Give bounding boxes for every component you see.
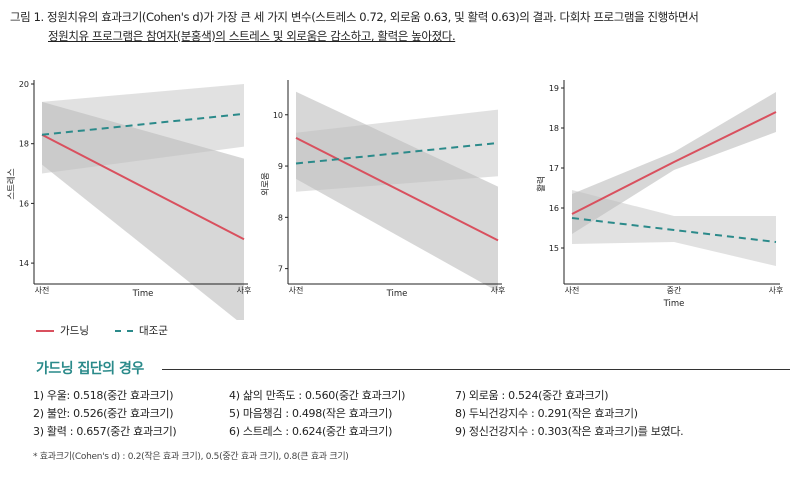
y-axis-title: 활력 bbox=[536, 176, 547, 192]
section-title: 가드닝 집단의 경우 bbox=[36, 361, 144, 377]
series-line-garden bbox=[41, 133, 245, 241]
y-tick-label: 19 bbox=[549, 84, 559, 93]
ci-band-garden bbox=[296, 91, 498, 292]
y-tick-label: 18 bbox=[19, 140, 29, 149]
y-axis-title: 외로움 bbox=[260, 172, 271, 196]
caption-line-1: 그림 1. 정원치유의 효과크기(Cohen's d)가 가장 큰 세 가지 변… bbox=[10, 10, 699, 24]
effect-item: 9) 정신건강지수 : 0.303(작은 효과크기)를 보였다. bbox=[455, 425, 684, 438]
legend: 가드닝 대조군 bbox=[36, 323, 194, 338]
x-tick-label: 사후 bbox=[237, 286, 252, 295]
ci-band-control bbox=[296, 109, 498, 192]
series-line-control bbox=[41, 112, 245, 136]
chart-panel-1: 14 16 18 20 사전 사후 Time 스트레스 bbox=[7, 80, 251, 320]
y-tick-label: 18 bbox=[549, 124, 559, 133]
series-line-control bbox=[295, 141, 499, 165]
ci-band-garden bbox=[42, 101, 244, 320]
footnote: * 효과크기(Cohen's d) : 0.2(작은 효과 크기), 0.5(중… bbox=[33, 452, 349, 462]
x-axis-title: Time bbox=[386, 289, 408, 299]
charts-area: 14 16 18 20 사전 사후 Time 스트레스 7 8 9 10 사전 사후 Time 외로움 15 16… bbox=[7, 80, 783, 320]
effect-column-3: 7) 외로움 : 0.524(중간 효과크기) 8) 두뇌건강지수 : 0.29… bbox=[455, 387, 695, 441]
ci-band-control bbox=[42, 84, 244, 174]
x-tick-label: 사전 bbox=[565, 285, 580, 295]
effect-item: 7) 외로움 : 0.524(중간 효과크기) bbox=[455, 389, 609, 402]
figure-caption: 그림 1. 정원치유의 효과크기(Cohen's d)가 가장 큰 세 가지 변… bbox=[10, 8, 795, 46]
caption-line-2: 정원치유 프로그램은 참여자(분홍색)의 스트레스 및 외로움은 감소하고, 활… bbox=[48, 29, 456, 43]
legend-item-control: 대조군 bbox=[114, 323, 168, 338]
effect-item: 1) 우울: 0.518(중간 효과크기) bbox=[33, 389, 174, 402]
chart-panel-3: 15 16 17 18 19 사전 중간 사후 Time 활력 bbox=[536, 80, 783, 309]
chart-panel-2: 7 8 9 10 사전 사후 Time 외로움 bbox=[260, 80, 505, 299]
section-divider bbox=[162, 369, 790, 370]
legend-swatch-control bbox=[114, 329, 133, 332]
y-tick-label: 20 bbox=[19, 80, 29, 89]
y-tick-label: 9 bbox=[278, 162, 283, 171]
effect-item: 6) 스트레스 : 0.624(중간 효과크기) bbox=[229, 425, 393, 438]
y-tick-label: 8 bbox=[278, 213, 283, 222]
effect-item: 4) 삶의 만족도 : 0.560(중간 효과크기) bbox=[229, 389, 406, 402]
series-line-control bbox=[571, 217, 777, 243]
effect-item: 8) 두뇌건강지수 : 0.291(작은 효과크기) bbox=[455, 407, 638, 420]
effect-item: 2) 불안: 0.526(중간 효과크기) bbox=[33, 407, 174, 420]
y-tick-label: 17 bbox=[549, 164, 559, 173]
series-line-garden bbox=[571, 111, 777, 215]
y-tick-label: 7 bbox=[278, 265, 283, 274]
effect-item: 3) 활력 : 0.657(중간 효과크기) bbox=[33, 425, 177, 438]
effect-item: 5) 마음챙김 : 0.498(작은 효과크기) bbox=[229, 407, 393, 420]
x-tick-label: 중간 bbox=[667, 285, 682, 295]
y-tick-label: 10 bbox=[273, 111, 283, 120]
legend-swatch-garden bbox=[36, 329, 54, 332]
x-tick-label: 사전 bbox=[289, 285, 304, 295]
x-tick-label: 사후 bbox=[769, 286, 784, 295]
x-tick-label: 사전 bbox=[35, 285, 50, 295]
y-tick-label: 15 bbox=[549, 244, 559, 253]
y-tick-label: 14 bbox=[19, 259, 29, 268]
x-axis-title: Time bbox=[132, 289, 154, 299]
y-axis-title: 스트레스 bbox=[7, 168, 17, 199]
legend-label-control: 대조군 bbox=[138, 325, 168, 337]
legend-item-garden: 가드닝 bbox=[36, 323, 89, 338]
legend-label-garden: 가드닝 bbox=[60, 325, 89, 337]
effect-column-1: 1) 우울: 0.518(중간 효과크기) 2) 불안: 0.526(중간 효과… bbox=[33, 387, 273, 441]
y-tick-label: 16 bbox=[19, 199, 29, 208]
x-tick-label: 사후 bbox=[491, 286, 506, 295]
y-tick-label: 16 bbox=[549, 204, 559, 213]
series-line-garden bbox=[295, 136, 499, 242]
ci-band-control bbox=[572, 190, 776, 266]
x-axis-title: Time bbox=[663, 299, 685, 309]
effect-column-2: 4) 삶의 만족도 : 0.560(중간 효과크기) 5) 마음챙김 : 0.4… bbox=[229, 387, 469, 441]
